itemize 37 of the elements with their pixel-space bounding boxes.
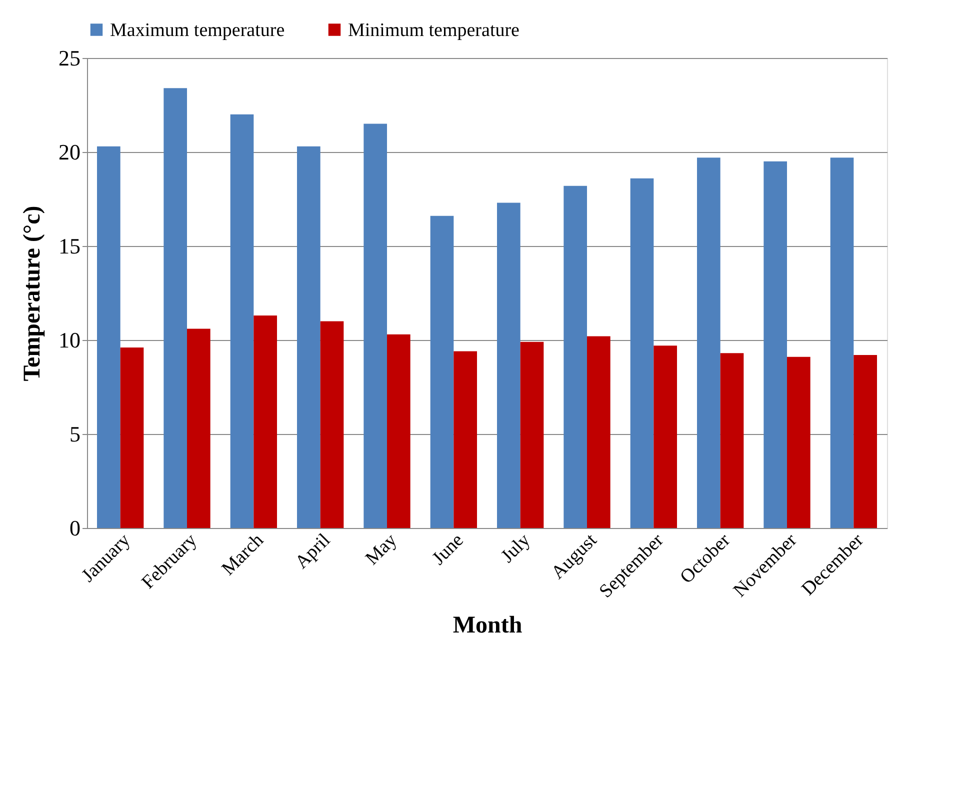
bar (97, 146, 120, 528)
bar (187, 328, 210, 528)
bar (454, 351, 477, 528)
y-axis-title: Temperature (°c) (20, 206, 46, 382)
bar (787, 356, 810, 528)
bar (120, 348, 144, 528)
bar (497, 202, 520, 528)
bar (564, 186, 587, 528)
y-tick-label: 25 (58, 46, 80, 70)
bar (654, 346, 677, 528)
bar (364, 124, 387, 528)
bar (764, 161, 787, 528)
bar (387, 334, 410, 528)
bar (254, 316, 277, 528)
y-tick-label: 10 (58, 328, 80, 352)
y-tick-label: 0 (70, 516, 80, 540)
y-tick-label: 20 (58, 140, 80, 164)
x-tick-label: May (362, 529, 402, 570)
bar (430, 216, 454, 528)
y-tick-label: 5 (70, 422, 80, 446)
bar (697, 158, 720, 528)
bar (164, 88, 187, 528)
x-axis-title: Month (452, 612, 522, 638)
bar (230, 114, 254, 528)
bar (297, 146, 320, 528)
bar (720, 353, 744, 528)
bar (520, 342, 544, 528)
bar (630, 178, 654, 528)
bar (830, 158, 854, 528)
x-tick-label: July (497, 529, 535, 568)
bar (320, 321, 344, 528)
legend-label: Maximum temperature (110, 20, 285, 41)
bar (587, 336, 610, 528)
x-tick-label: June (428, 530, 468, 570)
bar (854, 355, 877, 528)
legend-label: Minimum temperature (348, 20, 520, 41)
y-tick-label: 15 (58, 234, 80, 258)
